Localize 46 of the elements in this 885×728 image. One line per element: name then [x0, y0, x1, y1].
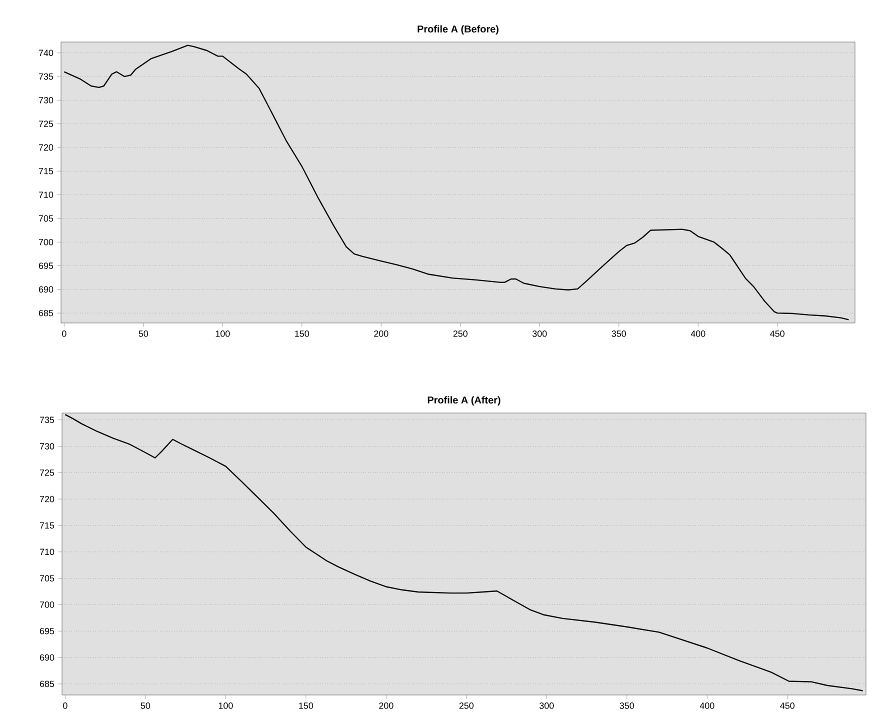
y-tick-label: 725	[38, 120, 54, 128]
y-tick-label: 690	[38, 286, 54, 293]
y-tick-label: 715	[38, 168, 54, 174]
x-tick-label: 400	[700, 702, 714, 709]
y-tick-label: 725	[40, 469, 54, 476]
y-tick-label: 710	[38, 192, 54, 198]
y-tick-label: 720	[38, 144, 54, 151]
x-tick-label: 250	[459, 702, 474, 709]
y-tick-label: 705	[38, 215, 54, 222]
y-tick-label: 685	[40, 680, 54, 688]
y-tick-label: 710	[40, 548, 54, 556]
y-tick-label: 730	[38, 97, 54, 104]
chart-title: Profile A (After)	[428, 396, 500, 406]
y-tick-label: 700	[38, 238, 54, 246]
y-tick-label: 735	[38, 73, 54, 80]
y-tick-label: 705	[40, 575, 54, 582]
line-series	[64, 414, 864, 692]
y-tick-label: 695	[38, 262, 54, 269]
x-tick-label: 350	[612, 330, 626, 337]
x-tick-label: 300	[532, 330, 547, 337]
x-tick-label: 100	[218, 702, 233, 709]
x-tick-label: 0	[62, 330, 66, 337]
y-tick-label: 690	[40, 654, 54, 661]
y-tick-label: 695	[40, 628, 54, 634]
y-tick-label: 685	[38, 310, 54, 316]
y-tick-label: 740	[38, 50, 54, 56]
x-tick-label: 150	[295, 330, 310, 337]
x-tick-label: 50	[140, 702, 150, 709]
x-tick-label: 300	[540, 702, 554, 709]
x-tick-label: 450	[780, 702, 795, 709]
x-tick-label: 0	[63, 702, 68, 709]
x-tick-label: 400	[690, 330, 706, 337]
y-tick-label: 735	[40, 416, 54, 424]
x-tick-label: 50	[138, 330, 148, 337]
y-tick-label: 715	[40, 522, 54, 529]
x-tick-label: 100	[216, 330, 230, 337]
x-tick-label: 450	[770, 330, 784, 337]
y-tick-label: 700	[40, 602, 54, 608]
y-tick-label: 730	[40, 443, 54, 450]
y-tick-label: 720	[40, 496, 54, 502]
x-tick-label: 150	[299, 702, 314, 709]
chart-title: Profile A (Before)	[418, 25, 498, 34]
x-tick-label: 200	[379, 702, 394, 709]
x-tick-label: 250	[453, 330, 468, 337]
x-tick-label: 200	[374, 330, 388, 337]
x-tick-label: 350	[620, 702, 634, 709]
